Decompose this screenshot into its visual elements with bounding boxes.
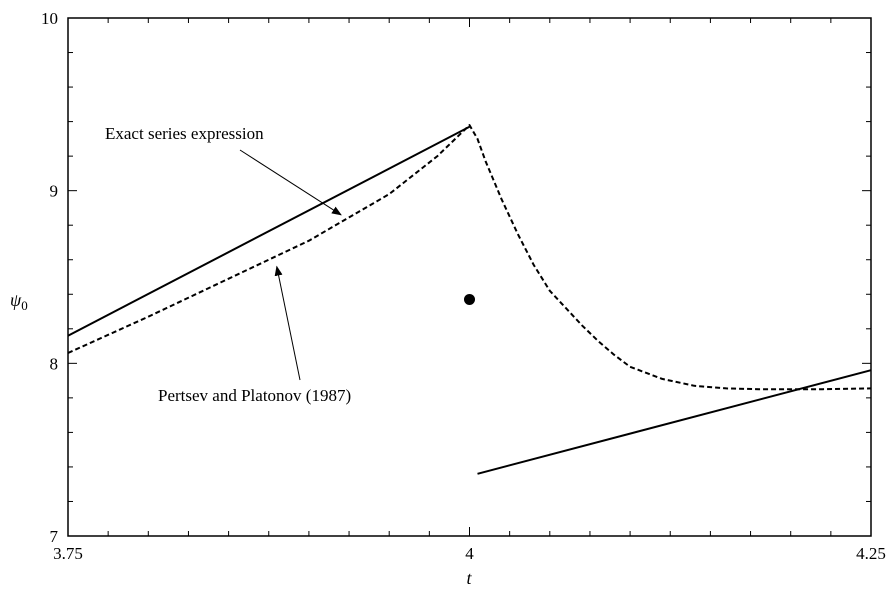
series-line-2 xyxy=(67,124,872,391)
data-point xyxy=(464,293,475,305)
y-axis-title-subscript: 0 xyxy=(21,298,28,313)
y-tick-label: 7 xyxy=(50,527,59,546)
points-layer xyxy=(464,293,475,305)
annotation-label: Pertsev and Platonov (1987) xyxy=(158,386,351,405)
annotation-label: Exact series expression xyxy=(105,124,264,143)
y-axis-title: ψ0 xyxy=(10,290,28,313)
x-tick-label: 3.75 xyxy=(53,544,83,563)
axis-ticks xyxy=(67,17,872,537)
annotations-layer: Exact series expression Pertsev and Plato… xyxy=(105,124,351,405)
x-tick-label: 4 xyxy=(465,544,474,563)
y-axis-title-symbol: ψ xyxy=(10,290,22,310)
y-tick-label: 8 xyxy=(50,354,59,373)
annotation-arrow xyxy=(274,265,301,381)
x-tick-label: 4.25 xyxy=(856,544,886,563)
series-line-1 xyxy=(477,369,872,475)
svg-text:ψ0: ψ0 xyxy=(10,290,28,313)
y-tick-label: 10 xyxy=(41,9,58,28)
annotation-arrow xyxy=(239,149,342,216)
series-layer xyxy=(67,124,872,475)
plot-frame xyxy=(67,17,872,537)
axis-tick-labels: 3.75 4 4.25 7 8 9 10 xyxy=(41,9,886,563)
x-axis-title: t xyxy=(466,568,472,588)
series-line-1 xyxy=(67,125,470,337)
y-tick-label: 9 xyxy=(50,182,59,201)
